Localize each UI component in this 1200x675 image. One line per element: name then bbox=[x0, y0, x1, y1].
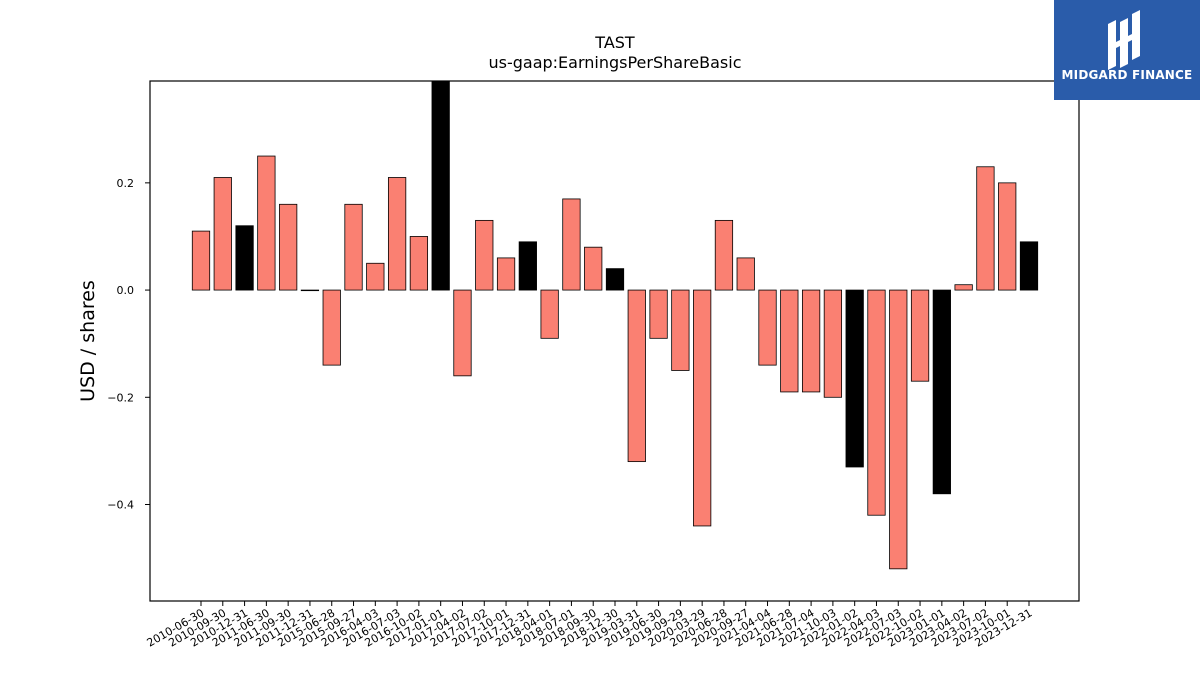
bar-2017-01-01 bbox=[431, 80, 450, 291]
bar-2023-01-01 bbox=[932, 289, 951, 495]
bar-2019-06-30 bbox=[649, 289, 668, 339]
bar-2017-10-01 bbox=[496, 257, 516, 291]
bar-2023-07-02 bbox=[976, 166, 995, 291]
bar-2010-09-30 bbox=[213, 177, 232, 291]
bar-2021-10-03 bbox=[823, 289, 843, 398]
bar-2018-09-30 bbox=[584, 246, 603, 291]
bar-2011-06-30 bbox=[257, 155, 276, 291]
y-tick-label: 0.0 bbox=[117, 284, 135, 297]
bar-2023-10-01 bbox=[998, 182, 1017, 291]
bar-2016-07-03 bbox=[387, 177, 407, 291]
plot-frame bbox=[149, 80, 1080, 602]
midgard-logo-icon bbox=[1108, 10, 1140, 70]
bar-2021-06-28 bbox=[780, 289, 799, 393]
bar-2020-06-28 bbox=[714, 219, 734, 291]
bar-2011-12-31 bbox=[300, 289, 320, 292]
y-tick-label: −0.4 bbox=[107, 499, 134, 512]
bar-2010-12-31 bbox=[235, 225, 254, 291]
bar-2017-07-02 bbox=[475, 219, 494, 291]
bar-2016-04-03 bbox=[366, 262, 385, 291]
logo-text: MIDGARD FINANCE bbox=[1061, 68, 1193, 82]
bar-2018-12-30 bbox=[605, 268, 625, 291]
bar-2016-10-02 bbox=[409, 236, 429, 291]
bar-2022-04-03 bbox=[867, 289, 886, 516]
bar-2022-01-02 bbox=[845, 289, 864, 468]
y-axis-label: USD / shares bbox=[77, 280, 99, 402]
bar-2015-06-28 bbox=[322, 289, 341, 366]
bar-2021-04-04 bbox=[758, 289, 777, 366]
bar-2010-06-30 bbox=[191, 230, 211, 291]
y-tick-label: 0.2 bbox=[117, 177, 135, 190]
bar-2022-10-02 bbox=[910, 289, 930, 382]
bar-2017-04-02 bbox=[453, 289, 472, 377]
bar-2015-09-27 bbox=[344, 203, 363, 291]
bar-2020-03-29 bbox=[693, 289, 712, 527]
bar-2023-04-02 bbox=[954, 284, 973, 291]
bar-2018-04-01 bbox=[540, 289, 559, 339]
bar-2021-07-04 bbox=[801, 289, 821, 393]
chart-subtitle: us-gaap:EarningsPerShareBasic bbox=[488, 53, 741, 72]
ticks-layer: 2010-06-302010-09-302010-12-312011-06-30… bbox=[107, 177, 1034, 650]
bar-2023-12-31 bbox=[1019, 241, 1039, 291]
bar-2018-07-01 bbox=[562, 198, 581, 291]
bar-2020-09-27 bbox=[736, 257, 755, 291]
bars-layer bbox=[191, 80, 1039, 570]
bar-2017-12-31 bbox=[518, 241, 537, 291]
bar-2019-03-31 bbox=[627, 289, 646, 463]
bar-2019-09-29 bbox=[671, 289, 690, 371]
y-tick-label: −0.2 bbox=[107, 391, 134, 404]
bar-2011-09-30 bbox=[279, 203, 298, 291]
bar-2022-07-03 bbox=[889, 289, 908, 570]
brand-logo: MIDGARD FINANCE bbox=[1054, 0, 1200, 100]
chart-title: TAST bbox=[594, 33, 635, 52]
